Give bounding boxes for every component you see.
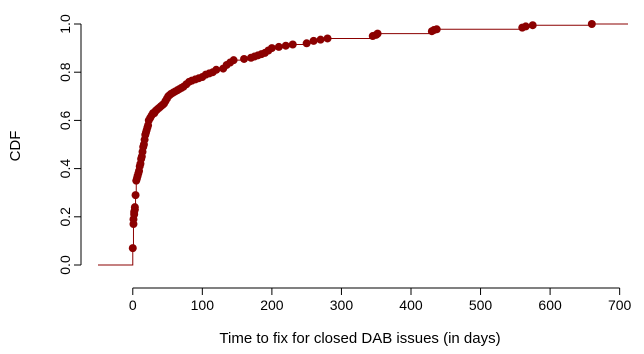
data-point (240, 54, 249, 63)
x-axis: 0 100 200 300 400 500 600 700 Time to fix for c… (129, 287, 632, 347)
x-ticks: 0 100 200 300 400 500 600 700 (129, 288, 632, 313)
data-point (212, 65, 221, 74)
data-point (131, 191, 140, 200)
data-point (274, 42, 283, 51)
x-tick-label: 200 (260, 297, 284, 313)
x-tick-label: 100 (191, 297, 215, 313)
data-point (587, 20, 596, 28)
y-tick-label: 0.6 (57, 110, 73, 130)
data-point (128, 244, 137, 253)
cdf-step-line (98, 23, 628, 266)
y-ticks: 0.0 0.2 0.4 0.6 0.8 1.0 (57, 14, 81, 275)
data-points (128, 20, 596, 253)
data-point (521, 22, 530, 31)
data-point (281, 41, 290, 50)
data-point (288, 40, 297, 49)
data-point (267, 44, 276, 53)
data-point (229, 56, 238, 65)
x-tick-label: 700 (608, 297, 632, 313)
x-tick-label: 500 (469, 297, 493, 313)
data-point (323, 34, 332, 43)
plot-area (98, 20, 628, 266)
data-point (302, 39, 311, 48)
data-point (130, 203, 139, 212)
data-point (528, 21, 537, 30)
data-point (309, 36, 318, 45)
x-tick-label: 400 (399, 297, 423, 313)
x-axis-label: Time to fix for closed DAB issues (in da… (219, 330, 500, 347)
y-tick-label: 0.8 (57, 62, 73, 82)
y-tick-label: 1.0 (57, 14, 73, 34)
data-point (432, 25, 441, 34)
x-tick-label: 600 (538, 297, 562, 313)
y-tick-label: 0.0 (57, 255, 73, 275)
y-axis: 0.0 0.2 0.4 0.6 0.8 1.0 CDF (7, 14, 82, 275)
data-point (373, 29, 382, 38)
y-tick-label: 0.4 (57, 159, 73, 179)
x-tick-label: 0 (129, 297, 137, 313)
data-point (316, 35, 325, 44)
x-tick-label: 300 (330, 297, 354, 313)
y-axis-label: CDF (7, 131, 24, 162)
y-tick-label: 0.2 (57, 207, 73, 227)
